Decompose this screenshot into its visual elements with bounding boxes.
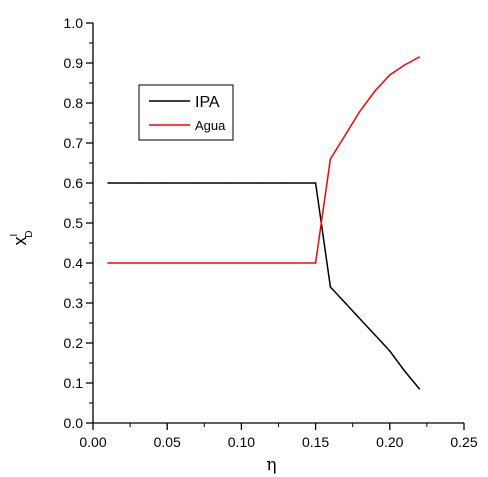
- data-point-ipa: [359, 318, 361, 320]
- data-point-ipa: [389, 350, 391, 352]
- data-point-agua: [374, 90, 376, 92]
- legend-box: [138, 84, 234, 141]
- data-point-agua: [315, 262, 317, 264]
- y-tick-label: 1.0: [64, 15, 84, 31]
- y-tick-label: 0.2: [64, 335, 84, 351]
- x-ticks: 0.00 0.05 0.10 0.15 0.20 0.25: [79, 423, 478, 450]
- y-tick-label: 0.9: [64, 55, 84, 71]
- data-point-ipa: [136, 182, 139, 184]
- y-axis-title: xI D: [9, 230, 35, 245]
- data-point-agua: [404, 64, 406, 66]
- data-point-ipa: [225, 182, 228, 184]
- data-point-ipa: [374, 334, 376, 336]
- series-layer: [107, 56, 421, 390]
- data-point-ipa: [344, 302, 346, 304]
- x-axis-title: η: [266, 455, 276, 475]
- y-axis-title-base: x: [10, 237, 30, 246]
- data-point-agua: [329, 158, 332, 160]
- data-point-agua: [196, 262, 198, 264]
- data-point-ipa: [285, 182, 287, 184]
- y-axis-title-subscript: D: [24, 230, 35, 237]
- y-tick-label: 0.7: [64, 135, 84, 151]
- x-tick-label: 0.10: [228, 434, 255, 450]
- legend-label-ipa: IPA: [195, 94, 220, 111]
- x-tick-label: 0.15: [302, 434, 329, 450]
- legend: IPA Agua: [138, 84, 234, 141]
- data-point-agua: [166, 262, 168, 264]
- y-axis-title-superscript: I: [9, 234, 20, 237]
- data-point-ipa: [255, 182, 257, 184]
- data-point-agua: [136, 262, 139, 264]
- y-ticks: 0.0 0.1 0.2 0.3 0.4 0.5 0.6 0.7 0.8 0.9 1.0: [64, 15, 93, 431]
- data-point-agua: [285, 262, 287, 264]
- y-tick-label: 0.1: [64, 375, 84, 391]
- y-tick-label: 0.4: [64, 255, 84, 271]
- axes: [92, 23, 464, 424]
- x-tick-label: 0.25: [450, 434, 477, 450]
- data-point-ipa: [107, 182, 109, 184]
- data-point-agua: [107, 262, 109, 264]
- data-point-agua: [225, 262, 228, 264]
- y-tick-label: 0.0: [64, 415, 84, 431]
- x-tick-label: 0.05: [154, 434, 181, 450]
- data-point-ipa: [196, 182, 198, 184]
- y-tick-label: 0.6: [64, 175, 84, 191]
- series-line-ipa: [107, 182, 421, 390]
- data-point-agua: [389, 74, 391, 76]
- svg-text:xID: xI D: [9, 230, 35, 245]
- x-tick-label: 0.20: [376, 434, 403, 450]
- data-point-ipa: [404, 370, 406, 372]
- y-tick-label: 0.8: [64, 95, 84, 111]
- data-point-ipa: [329, 286, 332, 288]
- data-point-ipa: [166, 182, 168, 184]
- y-tick-label: 0.5: [64, 215, 84, 231]
- legend-label-agua: Agua: [195, 118, 226, 133]
- data-point-agua: [359, 110, 361, 112]
- x-tick-label: 0.00: [79, 434, 106, 450]
- y-tick-label: 0.3: [64, 295, 84, 311]
- data-point-agua: [344, 134, 346, 136]
- data-point-ipa: [418, 388, 421, 390]
- data-point-ipa: [315, 182, 317, 184]
- data-point-agua: [418, 56, 421, 58]
- data-point-agua: [255, 262, 257, 264]
